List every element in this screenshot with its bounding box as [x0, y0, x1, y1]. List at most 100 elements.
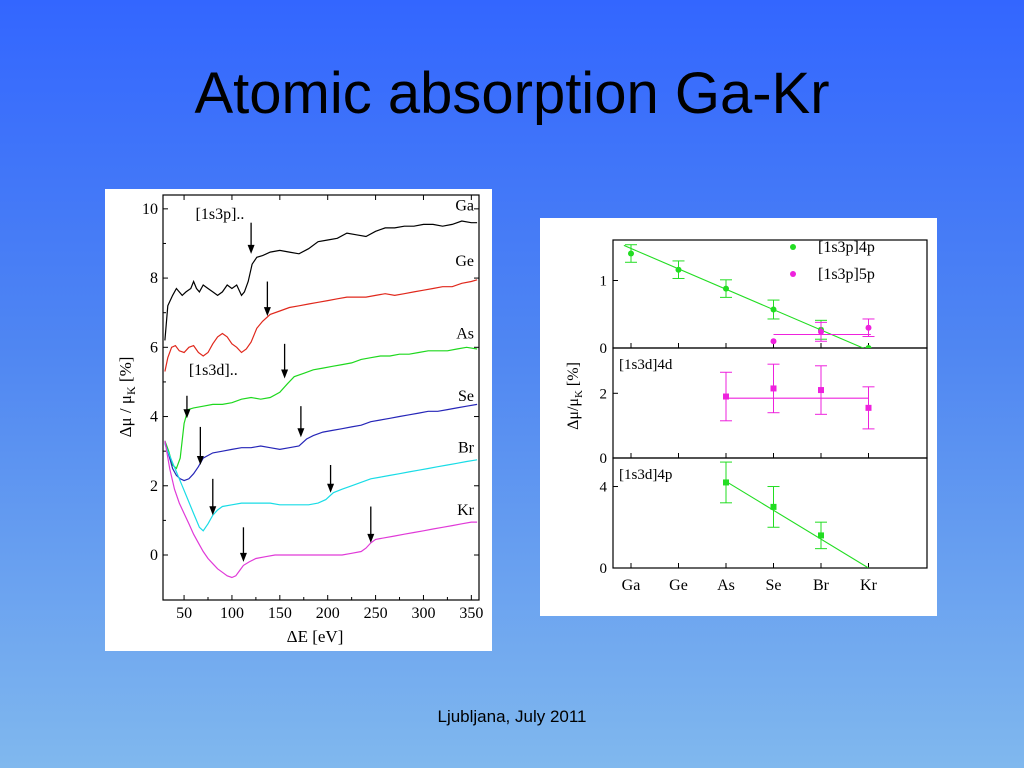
- edge-arrow-se: [297, 406, 305, 438]
- y-tick-label: 6: [150, 339, 158, 356]
- spectra-chart-panel: 50 100 150 200 250 300 350 0 2 4 6 8 10 Ga Ge As Se Br Kr…: [105, 189, 492, 651]
- x-tick-label: 300: [411, 605, 435, 622]
- y-tick-label: 0: [150, 547, 158, 564]
- y-axis-title-sub: K: [124, 386, 138, 395]
- series-label-ga: Ga: [455, 197, 474, 214]
- x-axis-title: ΔE [eV]: [287, 627, 344, 646]
- edge-arrow-as: [281, 343, 289, 379]
- edge-arrow-ge: [263, 281, 271, 317]
- edge-arrow-ga-head: [247, 244, 255, 254]
- edge-arrow-3d-1-head: [196, 456, 204, 465]
- right-y-axis-title-sub: K: [573, 390, 585, 398]
- panel-0-series-point: [675, 266, 682, 273]
- legend-marker-1: [790, 271, 796, 277]
- right-y-tick-label: 4: [600, 480, 608, 496]
- right-y-tick-label: 1: [600, 274, 608, 290]
- panel-0-series-point: [723, 285, 729, 292]
- series-line-kr: [164, 440, 478, 579]
- edge-arrow-br: [327, 465, 335, 493]
- legend-entry-0: [1s3p]4p: [818, 239, 875, 256]
- series-label-kr: Kr: [457, 502, 475, 519]
- x-tick-label: 50: [176, 605, 192, 622]
- panel-0-series-point: [865, 324, 872, 331]
- edge-arrow-ge-head: [263, 307, 271, 317]
- y-axis-title-unit: [%]: [116, 357, 135, 387]
- panel-0-series-point: [865, 345, 872, 348]
- right-y-tick-label: 0: [600, 341, 608, 357]
- panel-0-series-point: [770, 338, 777, 345]
- panel-1-series-point: [770, 385, 777, 392]
- x-tick-label: 350: [459, 605, 483, 622]
- slide-footer: Ljubljana, July 2011: [437, 707, 587, 726]
- legend-marker-0: [790, 244, 796, 250]
- edge-arrow-3d-1: [196, 426, 204, 465]
- y-tick-label: 2: [150, 478, 158, 495]
- panel-1-series-point: [818, 387, 824, 394]
- annotation-label-1: [1s3d]..: [189, 362, 238, 379]
- panel-2-series-point: [723, 479, 729, 486]
- edge-arrow-3d-3-head: [239, 552, 247, 562]
- series-label-ge: Ge: [455, 253, 474, 270]
- panel-frame-2: [612, 457, 928, 569]
- category-label-as: As: [717, 577, 735, 594]
- panel-0-series-point: [818, 328, 824, 335]
- right-y-axis-title-group: Δμ/μK [%]: [565, 362, 585, 430]
- series-label-br: Br: [458, 440, 475, 457]
- right-y-tick-label: 0: [600, 451, 608, 467]
- panel-2-series-fit-line: [725, 480, 869, 568]
- right-y-tick-label: 2: [600, 386, 608, 402]
- edge-arrow-3d-3: [239, 527, 247, 562]
- panel-0-series-point: [770, 306, 777, 313]
- y-tick-label: 4: [150, 409, 158, 426]
- edge-arrow-3d-2-head: [209, 506, 217, 516]
- legend-entry-1: [1s3p]5p: [818, 266, 875, 283]
- intensity-chart-panel: 0 1 0 2 0 4 [1s3d]4d [1s3d]4p Ga Ge As Se Br Kr [1s…: [540, 218, 937, 616]
- y-axis-title-group: Δμ / μK [%]: [116, 357, 138, 438]
- panel-1-series-point: [723, 393, 729, 400]
- x-tick-label: 100: [220, 605, 244, 622]
- category-label-ge: Ge: [669, 577, 688, 594]
- category-label-br: Br: [813, 577, 830, 594]
- category-label-se: Se: [766, 577, 782, 594]
- right-y-axis-title-unit: [%]: [565, 362, 582, 390]
- edge-arrow-kr: [367, 506, 375, 543]
- x-tick-label: 150: [268, 605, 292, 622]
- panel-0-series-fit-line: [623, 244, 865, 348]
- right-y-axis-title-main: Δμ/μ: [565, 398, 582, 430]
- y-tick-label: 10: [142, 201, 158, 218]
- panel-series-group-0: [623, 244, 875, 348]
- category-label-ga: Ga: [622, 577, 641, 594]
- right-y-axis-title: Δμ/μK [%]: [565, 362, 585, 430]
- edge-arrow-as-head: [281, 369, 289, 379]
- series-label-se: Se: [458, 388, 474, 405]
- edge-arrow-br-head: [327, 483, 335, 493]
- series-line-br: [164, 443, 478, 532]
- y-tick-label: 8: [150, 270, 158, 287]
- panel-0-series-point: [628, 250, 634, 257]
- y-axis-title: Δμ / μK [%]: [116, 357, 138, 438]
- panel-series-group-1: [720, 363, 875, 430]
- series-line-ga: [164, 220, 478, 341]
- edge-arrow-ga: [247, 222, 255, 254]
- edge-arrow-3d-0: [183, 395, 191, 419]
- x-tick-label: 250: [364, 605, 388, 622]
- edge-arrow-kr-head: [367, 533, 375, 543]
- annotation-label-0: [1s3p]..: [196, 206, 245, 223]
- relative-intensity-chart: 0 1 0 2 0 4 [1s3d]4d [1s3d]4p Ga Ge As Se Br Kr [1s…: [565, 239, 928, 594]
- panel-series-group-2: [720, 461, 869, 568]
- edge-arrow-3d-2: [209, 478, 217, 516]
- x-tick-label: 200: [316, 605, 340, 622]
- y-axis-title-main: Δμ / μ: [116, 395, 135, 437]
- absorption-spectra-chart: 50 100 150 200 250 300 350 0 2 4 6 8 10 Ga Ge As Se Br Kr…: [116, 194, 483, 646]
- panel-2-series-point: [770, 503, 777, 510]
- edge-arrow-se-head: [297, 428, 305, 438]
- category-label-kr: Kr: [860, 577, 878, 594]
- edge-arrow-3d-0-head: [183, 409, 191, 419]
- panel-label-2: [1s3d]4p: [619, 467, 672, 483]
- right-y-tick-label: 0: [600, 561, 608, 577]
- series-label-as: As: [456, 325, 474, 342]
- panel-frame-0: [612, 239, 928, 349]
- series-line-ge: [164, 279, 478, 372]
- panel-2-series-point: [818, 532, 824, 539]
- slide-title: Atomic absorption Ga-Kr: [194, 61, 830, 126]
